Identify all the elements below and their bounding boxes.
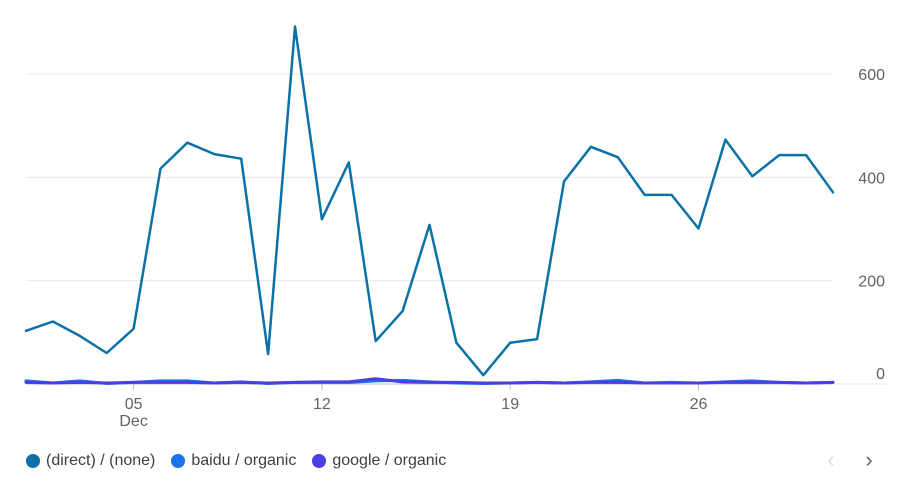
legend-label: baidu / organic [191,452,297,469]
chevron-right-icon[interactable]: › [865,447,873,472]
series-line [24,25,835,377]
chevron-left-icon[interactable]: ‹ [827,447,835,472]
legend-item-direct[interactable]: (direct) / (none) [26,452,155,470]
legend-dot-icon [312,454,327,468]
x-tick-label: 12 [313,396,331,413]
grid-lines [26,73,888,385]
y-tick-label: 200 [858,274,885,291]
y-tick-label: 600 [858,67,885,84]
legend-item-baidu[interactable]: baidu / organic [171,452,296,470]
legend-label: (direct) / (none) [46,452,156,469]
x-tick-label: 05 [125,396,143,413]
y-tick-label: 400 [858,170,885,187]
legend-label: google / organic [332,452,447,469]
y-axis: 0 200 400 600 [858,67,885,383]
x-tick-label: 19 [501,396,519,413]
legend-item-google[interactable]: google / organic [312,452,446,470]
legend-dot-icon [171,454,186,468]
y-tick-label: 0 [876,366,885,383]
series-lines [24,25,835,385]
legend-dot-icon [26,454,40,468]
series-line [24,377,835,385]
x-tick-label: 26 [690,396,708,413]
legend: (direct) / (none) baidu / organic google… [26,450,462,472]
x-tick-month-label: Dec [119,413,147,430]
